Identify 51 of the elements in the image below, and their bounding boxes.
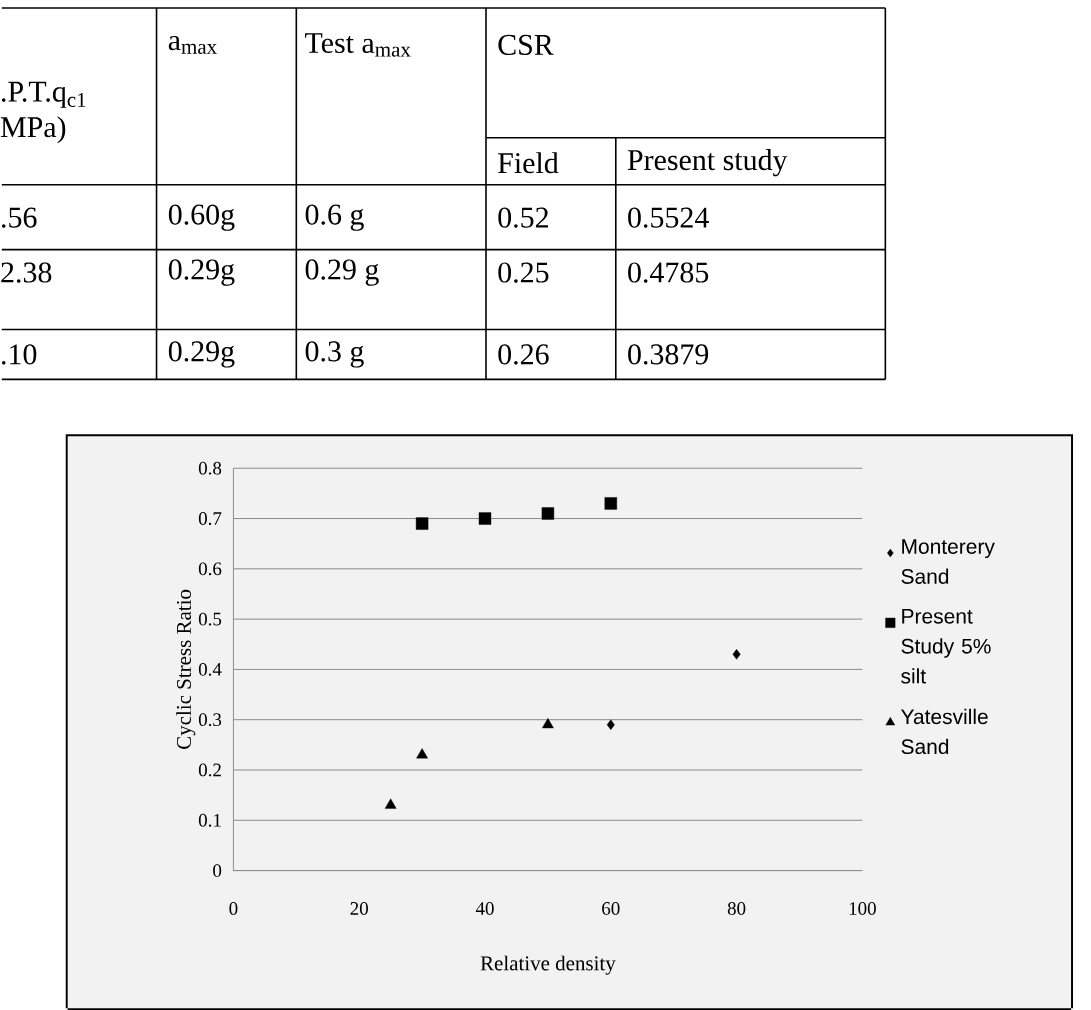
text: 0.26 [498, 344, 549, 365]
x-tick-label: 60 [602, 901, 620, 915]
y-tick-label: 0.8 [198, 461, 222, 475]
legend-label: Monterery Sand [901, 539, 995, 584]
x-axis-title: Relative density [480, 955, 616, 975]
text: .56 [1, 207, 37, 228]
text: CSR [498, 34, 554, 55]
legend-label: Present Study 5% silt [901, 608, 991, 684]
text: 0.6 g [305, 204, 364, 231]
y-tick-label: 0.3 [198, 713, 222, 726]
point [384, 798, 397, 809]
y-tick-label: 0.7 [198, 511, 222, 525]
text: Test a$_{max}$ [305, 32, 411, 57]
legend-label: Yatesville Sand [900, 708, 988, 754]
y-tick-label: 0.4 [198, 662, 222, 676]
text: 0.25 [498, 262, 549, 283]
point [416, 748, 428, 759]
point [604, 497, 617, 510]
y-tick-label: 0.6 [198, 562, 222, 576]
text: 2.38 [1, 262, 52, 283]
x-tick-label: 40 [475, 901, 494, 915]
text: Present study [627, 148, 788, 177]
y-axis-title: Cyclic Stress Ratio [176, 589, 196, 749]
text: 0.4785 [628, 262, 709, 283]
y-tick-label: 0.5 [198, 612, 222, 626]
x-tick-label: 0 [229, 901, 238, 915]
text: .P.T.q$_{c1}$ [1, 81, 86, 108]
text: 0.29g [168, 259, 235, 286]
x-tick-label: 20 [350, 901, 368, 915]
text: 0.29 g [305, 259, 379, 286]
text: 0.3879 [628, 344, 709, 365]
text: 0.29g [168, 341, 235, 368]
point [478, 512, 492, 525]
y-tick-label: 0.1 [198, 813, 221, 827]
x-tick-label: 100 [849, 901, 876, 915]
text: 0.52 [498, 207, 548, 228]
y-tick-label: 0 [213, 864, 222, 877]
text: MPa) [0, 116, 66, 144]
text: a$_{max}$ [168, 35, 217, 54]
text: 0.5524 [628, 207, 709, 228]
point [606, 719, 615, 730]
point [732, 648, 741, 660]
point [542, 717, 554, 729]
text: .10 [1, 344, 37, 365]
x-tick-label: 80 [727, 901, 746, 915]
point [541, 507, 555, 520]
y-tick-label: 0.2 [198, 763, 221, 777]
point [415, 517, 429, 530]
text: 0.60g [168, 204, 235, 231]
text: 0.3 g [305, 341, 364, 368]
text: Field [498, 152, 559, 174]
